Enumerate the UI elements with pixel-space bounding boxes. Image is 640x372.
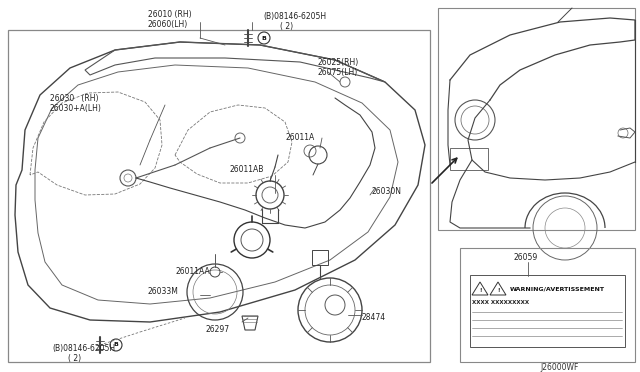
Text: J26000WF: J26000WF	[540, 363, 579, 372]
Text: 26011AB: 26011AB	[230, 166, 264, 174]
Bar	[460, 248, 635, 362]
Text: 26033M: 26033M	[148, 288, 179, 296]
Text: 26010 (RH): 26010 (RH)	[148, 10, 191, 19]
Text: 28474: 28474	[362, 314, 386, 323]
Text: 26059: 26059	[514, 253, 538, 263]
Text: 26030   (RH): 26030 (RH)	[50, 93, 99, 103]
Text: 26011A: 26011A	[285, 134, 314, 142]
Polygon shape	[472, 282, 488, 295]
Text: 26030+A(LH): 26030+A(LH)	[50, 103, 102, 112]
Text: 26075(LH): 26075(LH)	[318, 67, 358, 77]
Text: (B)08146-6205H: (B)08146-6205H	[263, 12, 326, 20]
Text: 26011AA: 26011AA	[175, 267, 210, 276]
Text: WARNING/AVERTISSEMENT: WARNING/AVERTISSEMENT	[510, 286, 605, 292]
Text: ( 2): ( 2)	[280, 22, 293, 31]
Text: 26297: 26297	[205, 326, 229, 334]
Text: 26025(RH): 26025(RH)	[318, 58, 359, 67]
Text: !: !	[497, 288, 499, 292]
Text: ( 2): ( 2)	[68, 353, 81, 362]
Text: !: !	[479, 288, 481, 292]
Text: B: B	[262, 35, 266, 41]
Bar	[470, 275, 625, 347]
Bar	[8, 30, 430, 362]
Bar	[438, 8, 635, 230]
Bar	[312, 250, 328, 265]
Text: 26030N: 26030N	[372, 187, 402, 196]
Text: B: B	[113, 343, 118, 347]
Text: XXXX XXXXXXXXX: XXXX XXXXXXXXX	[472, 299, 529, 305]
Text: 26060(LH): 26060(LH)	[148, 19, 188, 29]
Text: (B)08146-6205H: (B)08146-6205H	[52, 343, 115, 353]
Bar	[450, 148, 488, 170]
Polygon shape	[490, 282, 506, 295]
